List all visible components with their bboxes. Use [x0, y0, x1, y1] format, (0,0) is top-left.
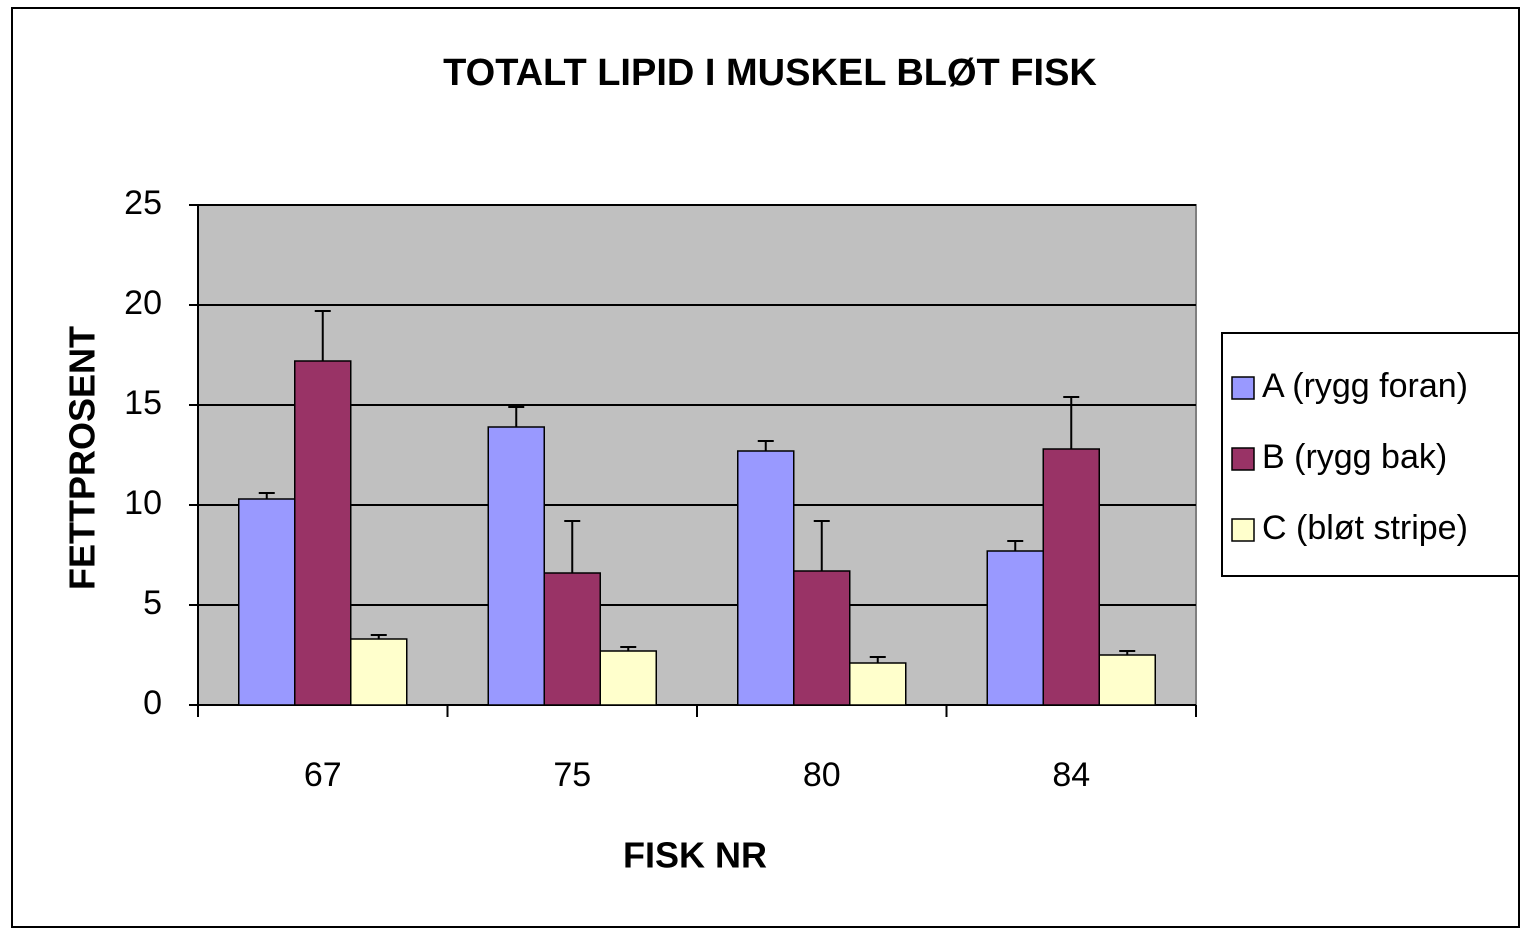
error-bar: [620, 646, 637, 651]
y-tick-label: 20: [124, 284, 162, 322]
legend-label: A (rygg foran): [1262, 367, 1468, 405]
legend-swatch: [1231, 447, 1255, 471]
bar: [1042, 448, 1100, 706]
x-tick-label: 75: [553, 756, 591, 794]
legend-swatch: [1231, 376, 1255, 400]
error-bar: [314, 310, 331, 361]
y-tick-label: 10: [124, 484, 162, 522]
x-tick-label: 80: [803, 756, 841, 794]
bar: [543, 572, 601, 706]
error-bar: [258, 492, 275, 499]
bar: [737, 450, 795, 706]
y-axis-title: FETTPROSENT: [62, 326, 103, 590]
y-tick-label: 25: [124, 184, 162, 222]
error-bar: [757, 440, 774, 451]
error-bar: [813, 520, 830, 571]
error-bar: [1119, 650, 1136, 655]
legend-label: C (bløt stripe): [1262, 509, 1468, 547]
bar: [599, 650, 657, 706]
error-bar: [1007, 540, 1024, 551]
bar: [793, 570, 851, 706]
error-bar: [508, 406, 525, 427]
error-bar: [869, 656, 886, 663]
bar: [986, 550, 1044, 706]
legend-label: B (rygg bak): [1262, 438, 1447, 476]
x-tick-label: 67: [304, 756, 342, 794]
x-tick-label: 84: [1052, 756, 1090, 794]
error-bar: [370, 634, 387, 639]
chart-title: TOTALT LIPID I MUSKEL BLØT FISK: [443, 52, 1097, 94]
y-tick-label: 0: [143, 684, 162, 722]
bar: [238, 498, 296, 706]
bar: [294, 360, 352, 706]
error-bar: [564, 520, 581, 573]
error-bar: [1063, 396, 1080, 449]
bar: [350, 638, 408, 706]
legend-box: [1221, 332, 1520, 577]
bar: [849, 662, 907, 706]
bar: [1098, 654, 1156, 706]
bar: [487, 426, 545, 706]
x-axis-title: FISK NR: [623, 835, 767, 876]
y-tick-label: 15: [124, 384, 162, 422]
y-tick-label: 5: [143, 584, 162, 622]
legend-swatch: [1231, 518, 1255, 542]
